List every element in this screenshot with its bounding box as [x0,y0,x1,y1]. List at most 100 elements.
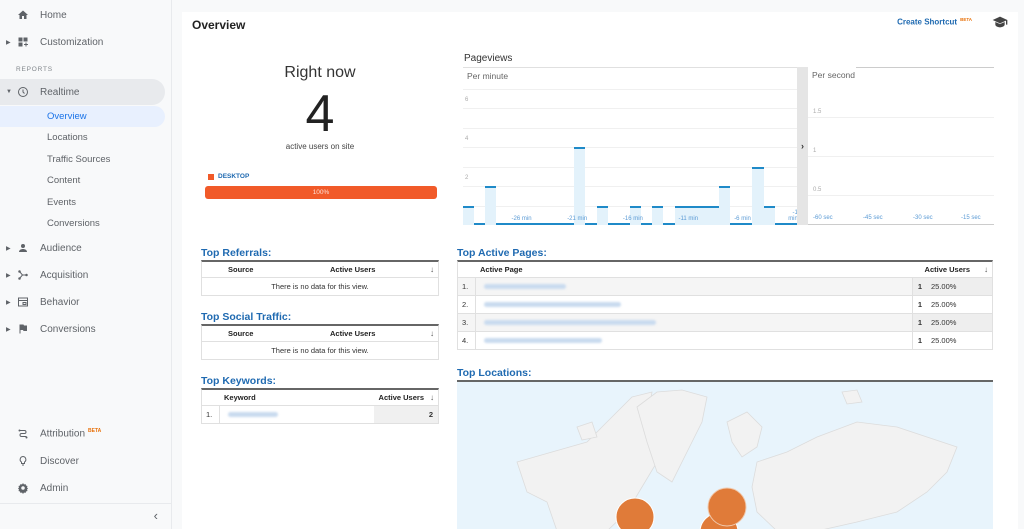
pageview-bar[interactable] [596,205,608,225]
keyword-link-redacted[interactable] [228,412,278,417]
table-row: 1. 2 [202,406,438,424]
pageview-bar[interactable] [763,205,775,225]
pageview-bar[interactable] [652,205,664,225]
device-legend-label: DESKTOP [218,173,250,180]
top-locations-map[interactable] [457,380,993,529]
col-active-users[interactable]: Active Users [330,265,376,274]
graduation-cap-icon[interactable] [992,15,1008,28]
pageview-bar[interactable] [540,223,553,225]
pageview-bar[interactable] [529,223,541,225]
pageview-bar[interactable] [563,223,575,225]
gridline [808,117,994,118]
pageview-bar[interactable] [785,223,797,225]
pageview-bar[interactable] [607,223,619,225]
sidebar-item-audience[interactable]: ▶ Audience [0,235,165,261]
col-active-users[interactable]: Active Users [924,265,970,274]
pageview-bar[interactable] [641,223,653,225]
pageview-bar[interactable] [719,186,731,225]
bar-top-line [641,223,653,225]
x-tick-label: -26 min [511,216,532,222]
col-active-page[interactable]: Active Page [480,265,523,274]
col-keyword[interactable]: Keyword [224,393,256,402]
sidebar-item-label: Audience [40,242,82,254]
sort-desc-icon[interactable]: ↓ [430,265,434,274]
pageview-bar[interactable] [585,223,597,225]
col-active-users[interactable]: Active Users [378,393,424,402]
sidebar-subitem-label: Content [47,175,81,186]
pageview-bar[interactable] [485,186,497,225]
bar-top-line [507,223,519,225]
beta-badge: BETA [88,428,102,435]
sort-desc-icon[interactable]: ↓ [430,393,434,402]
pageview-bar[interactable] [674,205,686,225]
sidebar-item-behavior[interactable]: ▶ Behavior [0,289,165,315]
sidebar-item-acquisition[interactable]: ▶ Acquisition [0,262,165,288]
sidebar-footer: ‹ [0,503,172,529]
gridline [463,166,797,168]
table-row: There is no data for this view. [202,278,438,296]
pageview-bar[interactable] [696,205,708,225]
pageview-bar[interactable] [618,223,630,225]
pageview-bar[interactable] [507,223,519,225]
page-link-redacted[interactable] [484,284,566,289]
table-row: 3. 1 25.00% [458,314,992,332]
bar-top-line [518,223,530,225]
pageview-bar[interactable] [774,223,786,225]
sidebar-subitem-traffic-sources[interactable]: Traffic Sources [0,149,165,170]
pageview-bar[interactable] [574,147,586,225]
page-link-redacted[interactable] [484,320,656,325]
sidebar-item-realtime[interactable]: ▼ Realtime [0,79,165,105]
col-active-users[interactable]: Active Users [330,329,376,338]
x-tick-label: -45 sec [863,215,883,221]
sidebar-subitem-label: Overview [47,111,87,122]
pageview-bar[interactable] [752,166,764,225]
table-row: 2. 1 25.00% [458,296,992,314]
device-share-bar[interactable]: 100% [205,186,437,199]
sidebar-item-home[interactable]: Home [0,2,165,28]
pageview-bar[interactable] [707,205,720,225]
sidebar-subitem-locations[interactable]: Locations [0,127,165,148]
pageview-bar[interactable] [463,205,475,225]
sidebar-item-label: Customization [40,36,104,48]
sort-desc-icon[interactable]: ↓ [984,265,988,274]
page-link-redacted[interactable] [484,338,602,343]
sidebar-subitem-overview[interactable]: Overview [0,106,165,127]
sidebar-item-discover[interactable]: Discover [0,448,165,474]
bar-top-line [674,205,686,208]
active-users-count: 4 [305,85,335,143]
sidebar-item-attribution[interactable]: Attribution BETA [0,421,165,447]
create-shortcut-link[interactable]: Create Shortcut BETA [897,17,972,27]
empty-message: There is no data for this view. [271,346,369,355]
sort-desc-icon[interactable]: ↓ [430,329,434,338]
pageview-bar[interactable] [630,205,642,225]
attribution-icon [16,427,30,441]
page-users: 1 [917,300,923,309]
pageview-bar[interactable] [663,223,675,225]
sidebar-item-admin[interactable]: Admin [0,475,165,501]
table-header: Source Active Users ↓ [202,262,438,278]
sidebar-item-conversions[interactable]: ▶ Conversions [0,316,165,342]
collapse-sidebar-button[interactable]: ‹ [153,508,158,523]
pageview-bar[interactable] [685,205,697,225]
sidebar-subitem-content[interactable]: Content [0,170,165,191]
col-source[interactable]: Source [228,265,254,274]
top-keywords-table: Keyword Active Users ↓ 1. 2 [201,388,439,424]
pageview-bar[interactable] [518,223,530,225]
page-title: Overview [192,18,246,32]
caret-down-icon: ▼ [6,89,12,95]
pageview-bar[interactable] [741,223,753,225]
world-map-svg [516,389,958,529]
page-link-redacted[interactable] [484,302,621,307]
col-source[interactable]: Source [228,329,254,338]
expand-chart-button[interactable]: › [797,67,808,225]
pageview-bar[interactable] [496,223,508,225]
sidebar-item-customization[interactable]: ▶ Customization [0,29,165,55]
sidebar-subitem-events[interactable]: Events [0,192,165,213]
sidebar-subitem-conversions[interactable]: Conversions [0,213,165,234]
pageview-bar[interactable] [552,223,564,225]
person-icon [16,241,30,255]
x-tick-label: -6 min [734,216,751,222]
top-referrals-table: Source Active Users ↓ There is no data f… [201,260,439,296]
pageview-bar[interactable] [474,223,486,225]
pageview-bar[interactable] [730,223,742,225]
